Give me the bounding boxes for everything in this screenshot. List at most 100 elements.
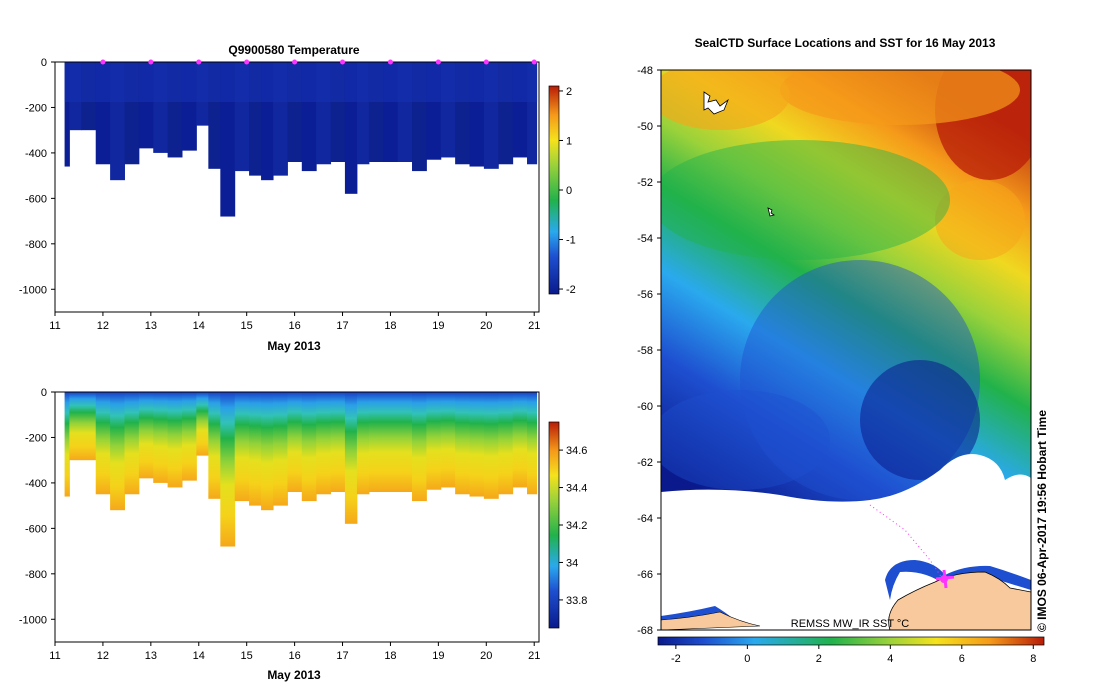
temperature-surface-layer	[95, 62, 111, 102]
colorbar-tick-label: 33.8	[566, 595, 587, 607]
sst-map-panel: SealCTD Surface Locations and SST for 16…	[637, 36, 1049, 665]
x-tick-label: 19	[432, 320, 444, 332]
temperature-surface-layer	[426, 62, 442, 102]
salinity-y-axis: 0 -200 -400 -600 -800 -1000	[19, 387, 55, 626]
temperature-surface-layer	[316, 62, 332, 102]
x-tick-label: 11	[49, 320, 60, 332]
map-y-axis: -48 -50 -52 -54 -56 -58 -60 -62 -64 -66 -68	[637, 65, 661, 637]
surface-marker	[340, 59, 346, 65]
temperature-surface-layer	[397, 62, 413, 102]
salinity-profile-column	[498, 392, 514, 495]
x-tick-label: 20	[480, 320, 492, 332]
temperature-surface-layer	[81, 62, 97, 102]
salinity-profile-column	[368, 392, 384, 492]
temperature-profile-column	[64, 62, 70, 167]
y-tick-label: -800	[25, 239, 47, 251]
map-colorbar-tick-label: 0	[744, 653, 750, 665]
salinity-profile-column	[316, 392, 332, 495]
salinity-profile-column	[287, 392, 303, 492]
salinity-profile-column	[138, 392, 154, 479]
salinity-profile-column	[344, 392, 358, 524]
antarctic-land	[888, 571, 1031, 630]
salinity-profile-column	[261, 392, 274, 511]
temperature-panel: Q9900580 Temperature 0 -200 -400 -600 -800 -1…	[19, 43, 576, 353]
colorbar-tick-label: 0	[566, 185, 572, 197]
y-tick-label: -600	[25, 193, 47, 205]
temperature-surface-layer	[124, 62, 140, 102]
surface-marker	[148, 59, 154, 65]
x-tick-label: 14	[193, 650, 205, 662]
temperature-surface-layer	[498, 62, 514, 102]
y-tick-label: -400	[25, 478, 47, 490]
map-colorbar-tick-label: 8	[1030, 653, 1036, 665]
x-tick-label: 12	[97, 320, 109, 332]
x-tick-label: 11	[49, 650, 60, 662]
salinity-profile-column	[181, 392, 197, 481]
x-tick-label: 18	[384, 320, 396, 332]
y-tick-label: -800	[25, 569, 47, 581]
surface-marker	[292, 59, 298, 65]
colorbar-tick-label: 34.4	[566, 483, 587, 495]
map-y-tick-label: -60	[637, 401, 653, 413]
surface-marker	[483, 59, 489, 65]
salinity-profile-column	[273, 392, 288, 506]
temperature-colorbar-ticks: 2 1 0 -1 -2	[559, 86, 576, 296]
surface-marker	[531, 59, 537, 65]
temperature-surface-layer	[330, 62, 346, 102]
salinity-profile-column	[234, 392, 250, 502]
salinity-x-axis: 11 12 13 14 15 16 17 18 19 20 21	[49, 642, 540, 662]
temperature-surface-layer	[483, 62, 499, 102]
map-y-tick-label: -62	[637, 457, 653, 469]
salinity-field	[64, 392, 538, 547]
temperature-colorbar	[548, 85, 560, 295]
colorbar-tick-label: -1	[566, 235, 576, 247]
map-y-tick-label: -66	[637, 569, 653, 581]
temperature-surface-markers	[100, 59, 537, 65]
map-y-tick-label: -54	[637, 233, 653, 245]
map-colorbar-tick-label: 2	[816, 653, 822, 665]
salinity-profile-column	[110, 392, 125, 511]
seal-position-marker	[940, 575, 948, 583]
salinity-colorbar-ticks: 34.6 34.4 34.2 34 33.8	[559, 445, 587, 607]
y-tick-label: -1000	[19, 614, 47, 626]
colorbar-tick-label: 1	[566, 135, 572, 147]
temperature-surface-layer	[234, 62, 250, 102]
x-tick-label: 15	[241, 650, 253, 662]
salinity-axes-frame	[54, 391, 540, 643]
x-tick-label: 13	[145, 320, 157, 332]
salinity-profile-column	[81, 392, 97, 461]
surface-marker	[196, 59, 202, 65]
temperature-surface-layer	[287, 62, 303, 102]
temperature-surface-layer	[301, 62, 317, 102]
temperature-surface-layer	[69, 62, 82, 102]
y-tick-label: 0	[41, 387, 47, 399]
x-tick-label: 15	[241, 320, 253, 332]
temperature-x-label: May 2013	[267, 339, 321, 353]
salinity-profile-column	[95, 392, 111, 495]
temperature-surface-layer	[138, 62, 154, 102]
salinity-profile-column	[69, 392, 82, 461]
map-y-tick-label: -58	[637, 345, 653, 357]
map-title: SealCTD Surface Locations and SST for 16…	[695, 36, 996, 50]
salinity-profile-column	[196, 392, 209, 456]
y-tick-label: -400	[25, 148, 47, 160]
map-y-tick-label: -50	[637, 121, 653, 133]
temperature-surface-layer	[208, 62, 221, 102]
x-tick-label: 14	[193, 320, 205, 332]
temperature-surface-layer	[249, 62, 262, 102]
salinity-profile-column	[301, 392, 317, 502]
salinity-profile-column	[356, 392, 370, 495]
salinity-profile-column	[469, 392, 485, 497]
x-tick-label: 17	[336, 320, 348, 332]
x-tick-label: 18	[384, 650, 396, 662]
seal-track	[869, 504, 943, 579]
x-tick-label: 21	[528, 650, 540, 662]
x-tick-label: 12	[97, 650, 109, 662]
sst-field: REMSS MW_IR SST °C	[661, 70, 1031, 630]
colorbar-tick-label: 34.6	[566, 445, 587, 457]
colorbar-tick-label: 34	[566, 557, 578, 569]
map-source-label: REMSS MW_IR SST °C	[791, 618, 910, 630]
map-y-tick-label: -56	[637, 289, 653, 301]
salinity-profile-column	[383, 392, 399, 492]
